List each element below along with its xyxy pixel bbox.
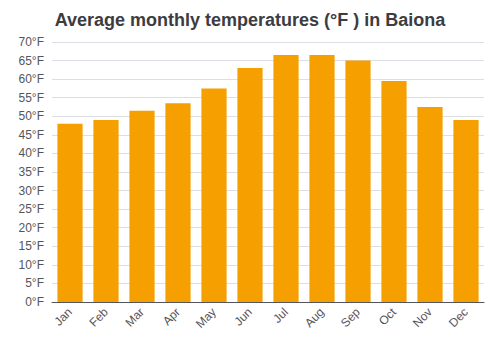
svg-text:50°F: 50°F <box>19 109 44 123</box>
svg-text:30°F: 30°F <box>19 184 44 198</box>
svg-text:10°F: 10°F <box>19 258 44 272</box>
svg-text:Nov: Nov <box>410 305 435 330</box>
svg-text:Jan: Jan <box>51 305 75 329</box>
svg-text:40°F: 40°F <box>19 146 44 160</box>
svg-text:45°F: 45°F <box>19 128 44 142</box>
svg-text:Aug: Aug <box>302 305 327 330</box>
svg-text:Average monthly temperatures (: Average monthly temperatures (°F ) in Ba… <box>55 10 447 30</box>
svg-text:55°F: 55°F <box>19 91 44 105</box>
svg-text:5°F: 5°F <box>25 276 44 290</box>
svg-text:Apr: Apr <box>160 305 183 328</box>
svg-text:Dec: Dec <box>446 305 471 330</box>
svg-text:35°F: 35°F <box>19 165 44 179</box>
svg-text:Jun: Jun <box>231 305 255 329</box>
svg-text:60°F: 60°F <box>19 72 44 86</box>
svg-text:25°F: 25°F <box>19 202 44 216</box>
svg-text:Mar: Mar <box>122 305 147 329</box>
svg-text:65°F: 65°F <box>19 54 44 68</box>
svg-text:Jul: Jul <box>270 305 291 326</box>
svg-text:70°F: 70°F <box>19 35 44 49</box>
svg-text:0°F: 0°F <box>25 295 44 309</box>
svg-text:May: May <box>193 305 219 331</box>
svg-text:20°F: 20°F <box>19 221 44 235</box>
svg-text:Sep: Sep <box>338 305 363 330</box>
svg-text:Oct: Oct <box>376 305 400 329</box>
svg-text:Feb: Feb <box>86 305 111 330</box>
svg-text:15°F: 15°F <box>19 239 44 253</box>
